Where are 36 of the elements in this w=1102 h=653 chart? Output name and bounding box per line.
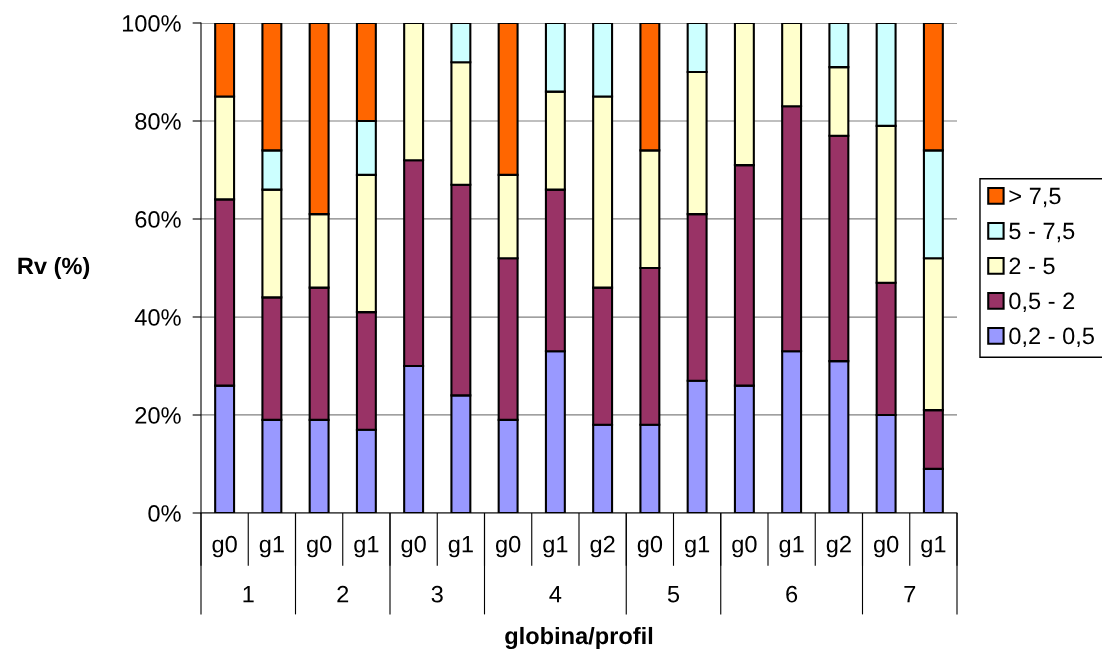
legend-label: > 7,5 xyxy=(1009,187,1061,208)
y-tick-label: 40% xyxy=(134,309,181,326)
legend-label: 5 - 7,5 xyxy=(1009,222,1075,243)
x-tick-label: g1 xyxy=(354,536,379,558)
y-tick-label: 0% xyxy=(148,505,181,522)
x-tick-label: g0 xyxy=(873,535,899,558)
x-tick-label: g2 xyxy=(826,535,851,558)
x-tick-label: g1 xyxy=(543,536,568,558)
x-tick-label: g0 xyxy=(637,535,663,558)
text: 6 xyxy=(786,585,798,603)
y-tick-label: 80% xyxy=(135,113,181,130)
y-tick-label: 100% xyxy=(122,15,181,32)
text: 3 xyxy=(431,585,443,603)
x-tick-label: g0 xyxy=(732,535,757,558)
y-tick-label: 20% xyxy=(135,407,181,424)
x-axis-title: globina/profil xyxy=(505,626,653,650)
x-tick-label: g2 xyxy=(590,535,615,558)
x-tick-label: g0 xyxy=(306,535,332,558)
x-tick-label: g1 xyxy=(448,536,473,558)
legend-label: 0,5 - 2 xyxy=(1009,292,1075,313)
x-tick-label: g0 xyxy=(212,535,237,558)
x-tick-label: g0 xyxy=(401,535,426,558)
legend-label: 2 - 5 xyxy=(1009,257,1055,275)
x-tick-label: g1 xyxy=(259,536,284,558)
text: 5 xyxy=(667,586,680,603)
text: 2 xyxy=(337,585,349,603)
y-tick-label: 60% xyxy=(135,211,181,228)
x-tick-label: g1 xyxy=(921,536,946,558)
text: 7 xyxy=(904,586,916,603)
text: 4 xyxy=(549,586,562,603)
text: 1 xyxy=(243,586,254,603)
x-tick-label: g1 xyxy=(684,536,710,558)
y-axis-title: Rv (%) xyxy=(18,256,90,279)
legend-label: 0,2 - 0,5 xyxy=(1009,327,1094,348)
x-tick-label: g1 xyxy=(779,536,804,558)
x-tick-label: g0 xyxy=(495,535,521,558)
